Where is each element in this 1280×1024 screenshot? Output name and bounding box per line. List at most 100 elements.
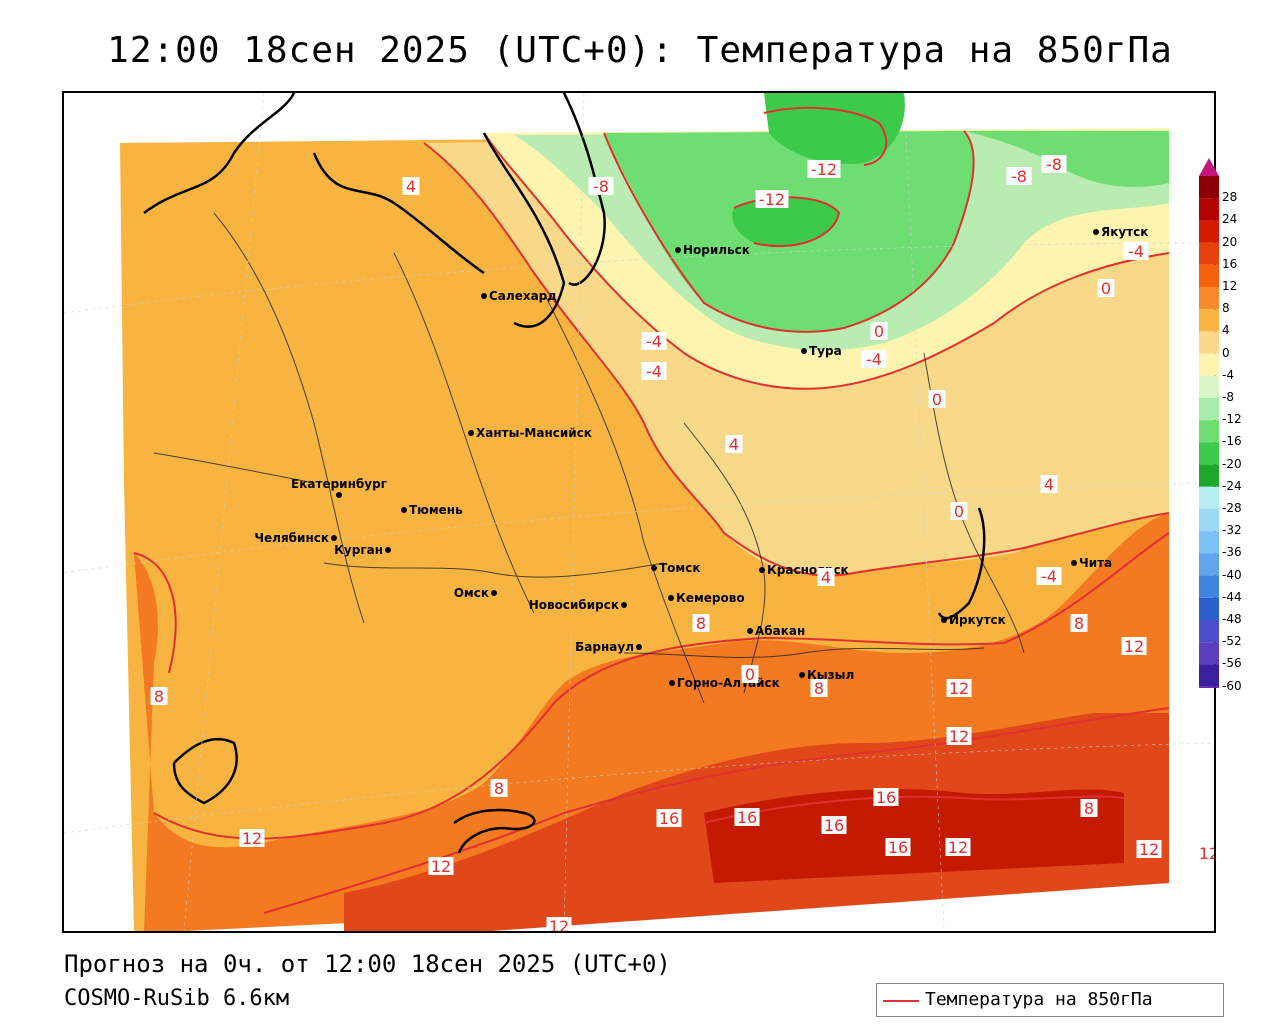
contour-label: 12 [242,829,262,848]
contour-label: 12 [948,838,968,857]
contour-label-box [641,332,667,350]
colorbar-tick-label: -4 [1222,367,1234,382]
contour-label: 4 [729,435,739,454]
city-dot [481,293,487,299]
colorbar-tick-label: 12 [1222,279,1238,293]
colorbar-tick-label: 28 [1222,190,1238,205]
contour-label-box [428,857,454,875]
city-dot [336,492,342,498]
city-label: Салехард [489,289,557,303]
colorbar-top-arrow [1199,158,1219,176]
colorbar-tick-label: 16 [1222,256,1238,271]
colorbar-swatch [1199,597,1219,620]
colorbar-swatch [1199,220,1219,243]
contour-label-layer: 4 -8 -12 -12 -8 -8 -4 -4 0 -4 0 -4 0 4 0 4 -4 4 8 0 8 12 12 8 12… [150,155,1214,931]
colorbar-swatch [1199,509,1219,532]
colorbar-tick-label: -52 [1222,634,1242,649]
colorbar-swatch [1199,686,1219,688]
contour-label-box [734,808,760,826]
contour-label: -4 [646,362,662,381]
city-label: Абакан [755,624,805,638]
colorbar-swatch [1199,553,1219,576]
city-label: Омск [454,586,489,600]
contour-label-box [1123,242,1149,260]
contour-label-box [588,177,614,195]
contour-label-box [1121,637,1147,655]
temperature-map: Салехард Норильск Тура Якутск Ханты-Мансийск… [64,93,1214,931]
contour-label: 8 [814,679,824,698]
colorbar-swatch [1199,664,1219,687]
contour-label-box [810,679,828,697]
city-dot [759,567,765,573]
contour-label-box [692,614,710,632]
colorbar-tick-label: -16 [1222,434,1242,449]
contour-label: 0 [954,502,964,521]
city-label: Курган [334,543,383,557]
contour-label: 12 [549,917,569,931]
city-label: Тура [809,344,842,358]
contour-label: 12 [1199,844,1214,863]
contour-label: 12 [1124,637,1144,656]
city-dot [1093,229,1099,235]
contour-label: 16 [737,808,757,827]
contour-label: 0 [1101,279,1111,298]
city-dot [651,565,657,571]
city-label: Тюмень [409,503,463,517]
model-caption: COSMO-RuSib 6.6км [64,986,290,1011]
contour-label: 12 [431,857,451,876]
contour-label: -4 [866,350,882,369]
contour-label-box [755,190,789,208]
contour-label-box [150,687,168,705]
contour-label-box [946,679,972,697]
colorbar-swatch [1199,309,1219,332]
contour-label-box [817,568,835,586]
contour-label: 4 [1044,475,1054,494]
colorbar-tick-label: -12 [1222,412,1242,427]
city-dot [941,617,947,623]
contour-label-box [725,435,743,453]
graticule [64,93,1214,931]
contour-label-box [1006,167,1032,185]
colorbar-swatch [1199,353,1219,376]
contour-label: 16 [888,838,908,857]
colorbar-tick-label: -60 [1222,678,1242,693]
contour-label: 16 [824,816,844,835]
contour-label-box [861,350,887,368]
contour-label-box [1040,475,1058,493]
map-title: 12:00 18сен 2025 (UTC+0): Температура на… [107,30,1173,71]
contour-label: -12 [811,160,837,179]
contour-label: 8 [494,779,504,798]
city-label: Барнаул [575,640,634,654]
colorbar-tick-label: -24 [1222,478,1242,493]
contour-label-box [239,829,265,847]
contour-label-box [928,390,946,408]
contour-label: -12 [759,190,785,209]
colorbar-swatch [1199,287,1219,310]
map-frame: Салехард Норильск Тура Якутск Ханты-Мансийск… [62,91,1216,933]
colorbar-swatch [1199,642,1219,665]
field-hot-core [704,789,1124,883]
city-dot [1071,560,1077,566]
city-label: Томск [659,561,701,575]
contour-label: -8 [1046,155,1062,174]
colorbar-swatch [1199,620,1219,643]
colorbar-swatch [1199,464,1219,487]
colorbar-tick-label: -28 [1222,501,1242,515]
city-dot [331,535,337,541]
colorbar-swatch [1199,420,1219,443]
contour-label: -4 [1041,567,1057,586]
region-borders [153,212,1025,704]
city-dot [801,348,807,354]
contour-label-box [741,665,759,683]
contour-label-box [1097,279,1115,297]
colorbar-swatch [1199,176,1219,199]
city-dot [636,644,642,650]
contour-label-box [1070,614,1088,632]
field-dark-green-2 [732,197,839,247]
legend-label: Температура на 850гПа [925,989,1153,1010]
city-layer: Салехард Норильск Тура Якутск Ханты-Мансийск… [254,225,1148,690]
field-dark-green-1 [764,93,905,164]
colorbar-swatch [1199,198,1219,221]
city-dot [747,628,753,634]
contour-label: 8 [1084,799,1094,818]
